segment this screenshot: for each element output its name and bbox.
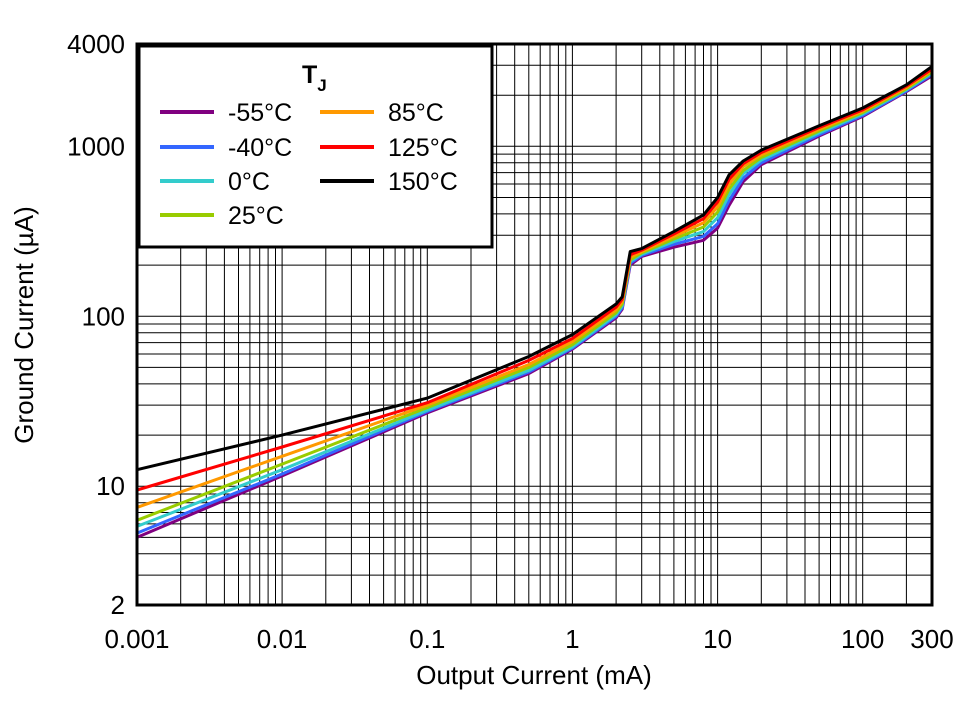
legend-items: -55°C -40°C 0°C 25°C 85°C 125°C 150°C <box>160 99 458 230</box>
x-tick-label: 1 <box>565 624 579 654</box>
series-line-85°C <box>136 69 933 509</box>
x-tick-label: 300 <box>910 624 953 654</box>
y-tick-label: 4000 <box>67 29 125 59</box>
series-line-25°C <box>136 70 933 522</box>
x-tick-label: 0.1 <box>409 624 445 654</box>
y-tick-label: 2 <box>111 590 125 620</box>
y-axis-label: Ground Current (µA) <box>9 206 39 444</box>
x-tick-label: 100 <box>841 624 884 654</box>
plot-frame <box>135 42 934 607</box>
y-tick-label: 100 <box>82 301 125 331</box>
legend-label: 25°C <box>228 202 284 230</box>
legend-title: TJ <box>302 61 327 95</box>
x-tick-label: 0.01 <box>257 624 308 654</box>
series-layer <box>136 65 933 539</box>
x-axis-label: Output Current (mA) <box>416 660 652 690</box>
y-tick-label: 10 <box>96 471 125 501</box>
x-tick-label: 0.001 <box>104 624 169 654</box>
legend-title-main: T <box>302 61 317 89</box>
y-tick-label: 1000 <box>67 131 125 161</box>
y-tick-labels: 2 10 100 1000 4000 <box>67 29 125 620</box>
legend: TJ -55°C -40°C 0°C 25°C 85°C 125°C 150°C <box>137 44 494 249</box>
legend-label: -55°C <box>228 99 292 127</box>
series-line-0°C <box>136 71 933 528</box>
legend-label: 0°C <box>228 168 270 196</box>
legend-label: 150°C <box>388 168 458 196</box>
series-line-150°C <box>136 65 933 472</box>
legend-label: -40°C <box>228 134 292 162</box>
x-tick-label: 10 <box>703 624 732 654</box>
series-line-125°C <box>136 67 933 492</box>
legend-label: 125°C <box>388 134 458 162</box>
legend-label: 85°C <box>388 99 444 127</box>
legend-title-sub: J <box>317 76 326 95</box>
x-tick-labels: 0.001 0.01 0.1 1 10 100 300 <box>104 624 953 654</box>
